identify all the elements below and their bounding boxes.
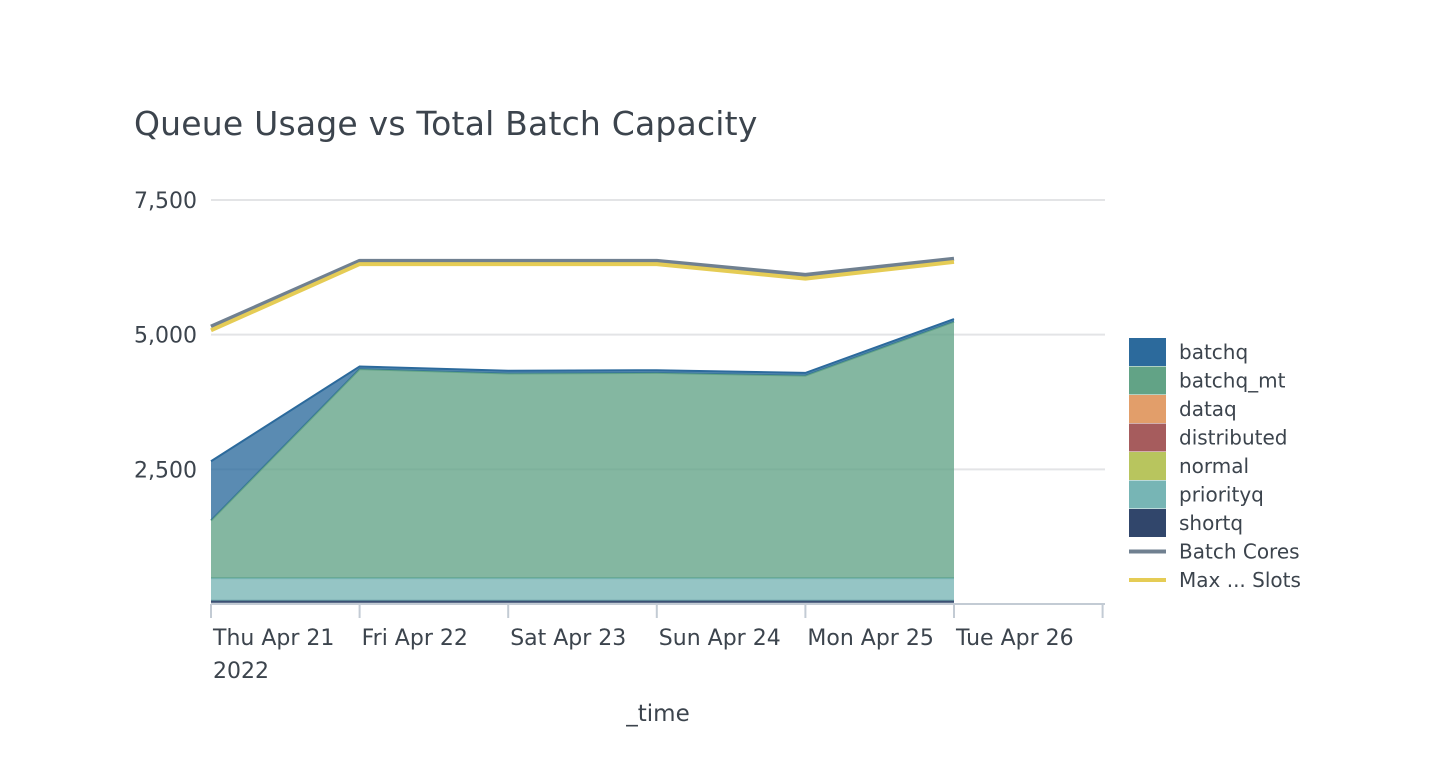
legend-label: shortq	[1179, 511, 1243, 535]
y-tick-label: 5,000	[134, 324, 197, 349]
legend-swatch	[1129, 423, 1166, 452]
legend-swatch	[1129, 366, 1166, 395]
x-tick-label: Thu Apr 21	[212, 626, 334, 651]
legend-label: batchq_mt	[1179, 369, 1286, 393]
y-tick-label: 7,500	[134, 189, 197, 214]
chart-title: Queue Usage vs Total Batch Capacity	[134, 104, 758, 143]
legend-swatch	[1129, 549, 1166, 554]
area-layer	[210, 318, 955, 604]
area-priorityq	[211, 578, 954, 601]
legend-label: batchq	[1179, 340, 1248, 364]
x-tick-label: Tue Apr 26	[955, 626, 1074, 651]
legend-label: priorityq	[1179, 483, 1264, 507]
legend-item-batch-cores[interactable]: Batch Cores	[1129, 540, 1300, 564]
legend-label: distributed	[1179, 426, 1288, 450]
legend-item-batchq-mt[interactable]: batchq_mt	[1129, 366, 1286, 395]
x-tick-label: 2022	[213, 659, 269, 684]
legend-item-max-slots[interactable]: Max ... Slots	[1129, 568, 1301, 592]
legend-item-priorityq[interactable]: priorityq	[1129, 480, 1264, 509]
legend-item-normal[interactable]: normal	[1129, 452, 1249, 480]
line-max-slots	[210, 259, 955, 333]
legend-swatch	[1129, 578, 1166, 582]
legend-label: Batch Cores	[1179, 540, 1300, 564]
legend-swatch	[1129, 338, 1166, 366]
legend-swatch	[1129, 395, 1166, 423]
legend-label: dataq	[1179, 397, 1237, 421]
x-tick-label: Mon Apr 25	[807, 626, 933, 651]
x-axis-title: _time	[625, 701, 689, 727]
area-batchq	[211, 319, 954, 521]
x-tick-label: Sat Apr 23	[510, 626, 626, 651]
legend-label: Max ... Slots	[1179, 568, 1301, 592]
axes: 2,500 5,000 7,500 Thu Apr 21 2022 Fri Apr 22 S…	[134, 189, 1105, 684]
line-layer	[210, 256, 955, 333]
area-edge-batchq	[210, 318, 955, 463]
legend-item-distributed[interactable]: distributed	[1129, 423, 1288, 452]
legend-item-dataq[interactable]: dataq	[1129, 395, 1237, 423]
area-batchq_mt	[211, 321, 954, 579]
legend-swatch	[1129, 480, 1166, 509]
x-tick-label: Fri Apr 22	[362, 626, 468, 651]
legend-item-shortq[interactable]: shortq	[1129, 509, 1243, 537]
y-tick-label: 2,500	[134, 458, 197, 483]
legend-label: normal	[1179, 454, 1249, 478]
legend-swatch	[1129, 452, 1166, 480]
legend-item-batchq[interactable]: batchq	[1129, 338, 1248, 366]
x-tick-label: Sun Apr 24	[659, 626, 781, 651]
line-batch-cores	[210, 256, 955, 329]
legend-swatch	[1129, 509, 1166, 537]
